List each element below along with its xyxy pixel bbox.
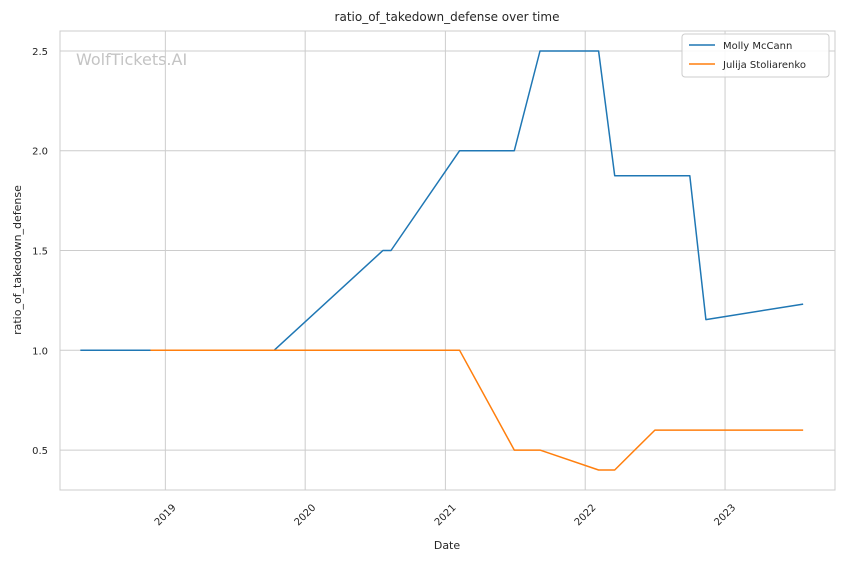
chart-title: ratio_of_takedown_defense over time (335, 10, 560, 24)
y-tick-label: 1.0 (32, 346, 48, 357)
x-gridlines (164, 31, 726, 490)
legend-box (681, 33, 830, 78)
legend-label-molly-mccann: Molly McCann (723, 41, 792, 52)
series-line-julija-stoliarenko (150, 349, 804, 471)
watermark: WolfTickets.AI (76, 50, 187, 69)
legend-label-julija-stoliarenko: Julija Stoliarenko (722, 60, 806, 71)
plot-border (59, 30, 836, 491)
y-tick-label: 2.0 (32, 147, 48, 158)
series-layer (80, 50, 804, 471)
y-tick-label: 2.5 (32, 47, 48, 58)
plot-area (60, 31, 835, 490)
y-tick-label: 1.5 (32, 247, 48, 258)
legend: Molly McCann Julija Stoliarenko (681, 33, 830, 78)
x-axis-label: Date (434, 539, 461, 552)
y-axis-label: ratio_of_takedown_defense (11, 185, 24, 335)
y-tick-labels: 0.5 1.0 1.5 2.0 2.5 (32, 47, 48, 457)
y-tick-label: 0.5 (32, 446, 48, 457)
